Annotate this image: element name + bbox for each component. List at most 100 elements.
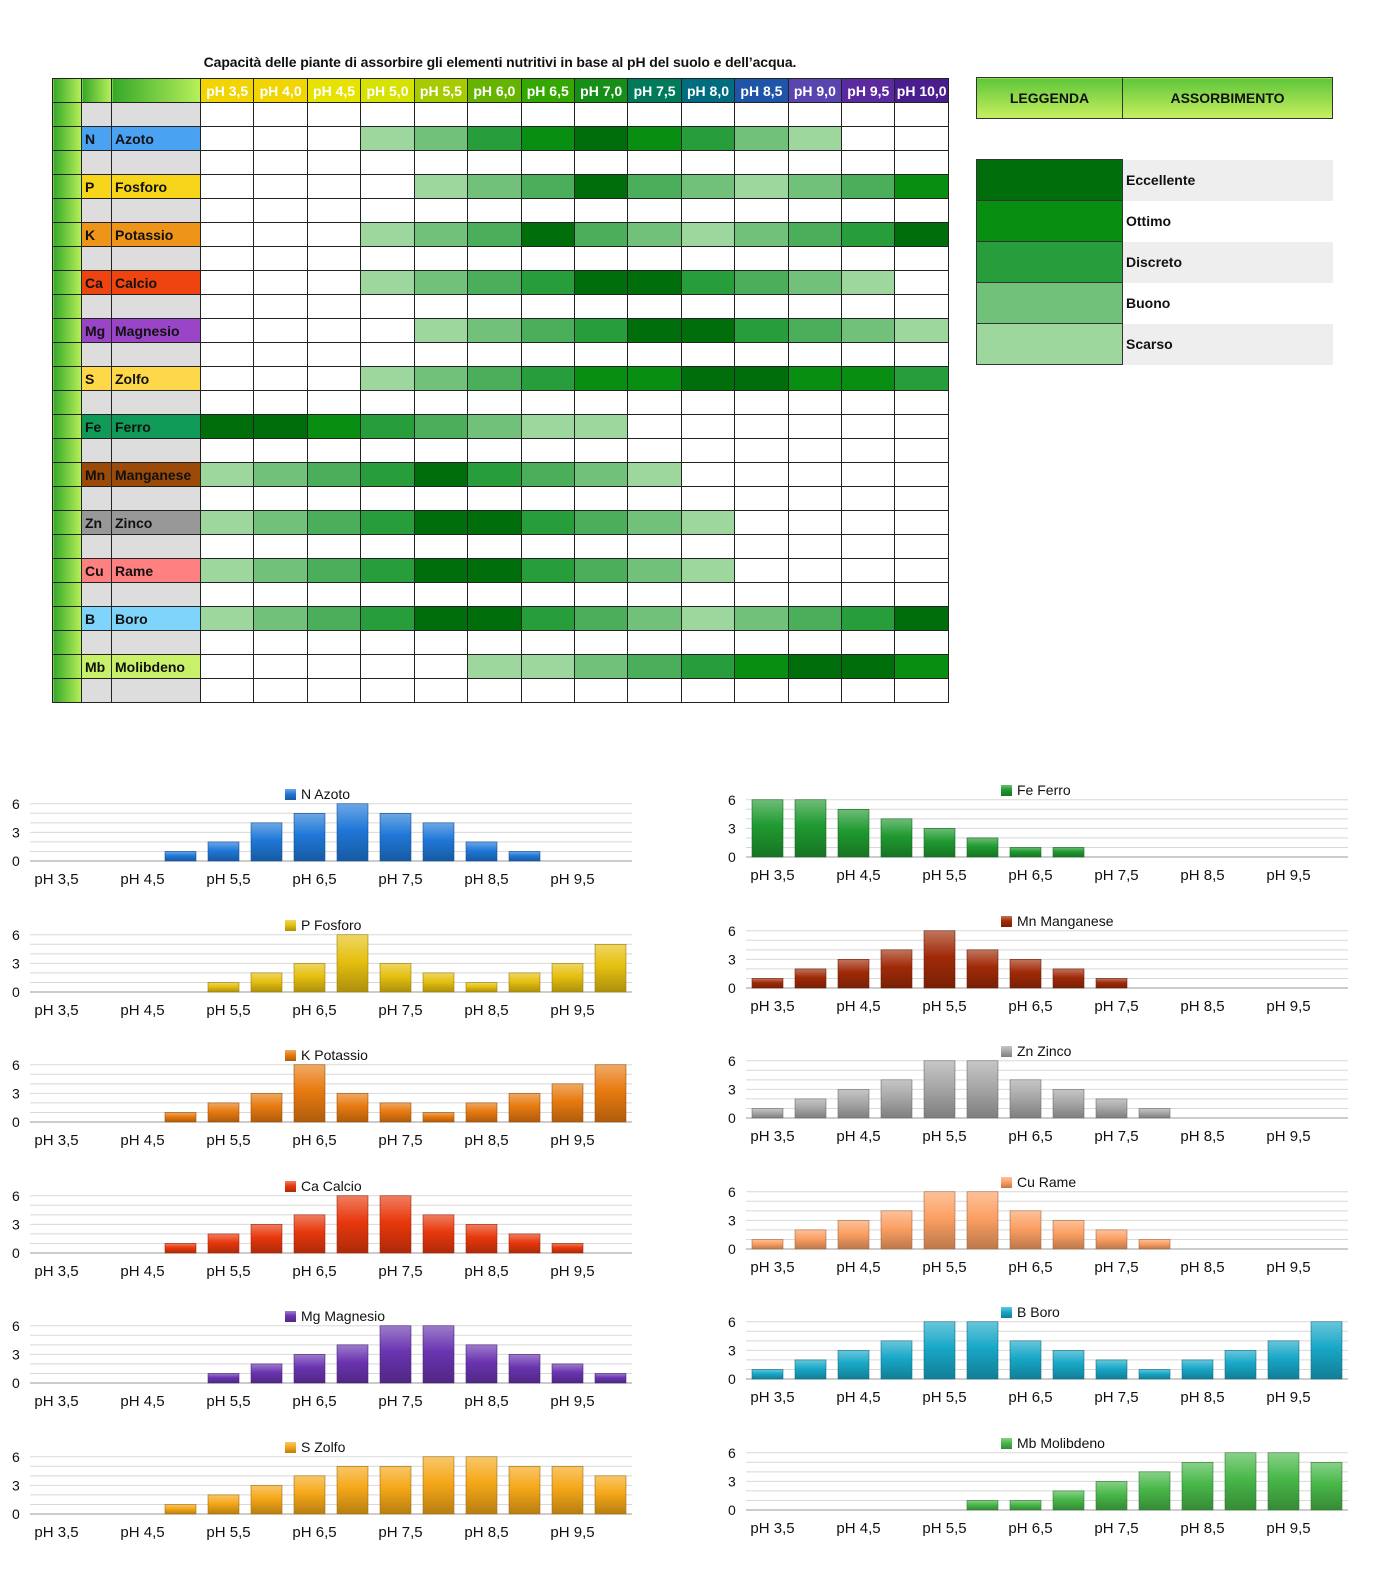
bar [551,1083,584,1123]
level-cell [360,462,415,487]
bar [923,929,956,988]
level-cell [787,654,843,679]
empty-cell [680,630,736,655]
bar [794,968,827,988]
x-tick-label: pH 3,5 [34,1132,78,1149]
spacer-cell [81,438,112,463]
element-name: Zolfo [111,366,201,391]
empty-cell [467,294,522,319]
empty-cell [413,678,469,703]
level-cell [520,222,575,247]
element-row: Mg Magnesio [52,318,949,343]
level-cell [360,414,415,439]
empty-cell [413,438,469,463]
empty-cell [306,390,362,415]
level-cell [467,318,522,343]
empty-cell [680,486,736,511]
bar [923,828,956,858]
empty-cell [360,534,415,559]
level-cell [680,654,736,679]
ph-header: pH 9,5 [841,78,896,103]
empty-cell [199,150,255,175]
legend-swatch [1001,1307,1012,1318]
y-tick-label: 0 [12,1375,20,1391]
empty-cell [253,246,308,271]
level-cell [413,270,469,295]
y-tick-label: 6 [728,1444,736,1460]
bar [751,1238,784,1249]
empty-cell [894,102,949,127]
empty-cell [734,486,789,511]
bar [551,1242,584,1253]
bar [508,1465,541,1514]
empty-cell [734,582,789,607]
spacer-cell [111,342,201,367]
element-row: Mb Molibdeno [52,654,949,679]
level-cell [467,654,522,679]
level-cell [841,654,896,679]
bar [1138,1471,1171,1510]
empty-cell [413,534,469,559]
empty-cell [841,246,896,271]
legend-label: Mb Molibdeno [1017,1435,1105,1451]
x-tick-label: pH 4,5 [836,998,880,1015]
empty-cell [306,294,362,319]
level-cell [841,222,896,247]
bar [551,1465,584,1514]
spacer-row [52,486,949,511]
element-symbol: B [81,606,112,631]
x-tick-label: pH 6,5 [1008,1520,1052,1537]
spacer-cell [111,630,201,655]
ph-header: pH 10,0 [894,78,949,103]
row-gradient-cell [52,582,82,607]
empty-cell [360,342,415,367]
legend-swatch [976,200,1123,242]
header-gradient-cell [111,78,201,103]
level-cell [573,366,629,391]
level-cell [467,606,522,631]
empty-cell [199,294,255,319]
bar-chart-7: 0 3 6 pH 3,5 pH 4,5 pH 5,5 pH 6,5 pH 7,5 pH 8,5 p… [716,911,1356,1023]
level-cell [680,222,736,247]
empty-cell [680,438,736,463]
level-cell [360,126,415,151]
legend-swatch [1001,1176,1012,1188]
bar [1009,1340,1042,1380]
level-cell [627,558,682,583]
empty-cell [467,486,522,511]
level-cell [199,606,255,631]
legend-label: Fe Ferro [1017,782,1071,798]
bar-chart-5: 0 3 6 pH 3,5 pH 4,5 pH 5,5 pH 6,5 pH 7,5 pH 8,5 p… [0,1437,640,1549]
bar-chart-svg: 0 3 6 pH 3,5 pH 4,5 pH 5,5 pH 6,5 pH 7,5 pH 8,5 p… [728,1435,1348,1537]
empty-cell [520,342,575,367]
legend-label: K Potassio [301,1047,368,1063]
level-cell [680,558,736,583]
empty-cell [841,630,896,655]
level-cell [894,510,949,535]
x-tick-label: pH 3,5 [34,1393,78,1410]
bar [379,1102,412,1123]
spacer-cell [111,534,201,559]
empty-cell [734,678,789,703]
spacer-cell [111,678,201,703]
empty-cell [413,390,469,415]
y-tick-label: 6 [12,796,20,812]
empty-cell [520,630,575,655]
y-tick-label: 3 [728,1081,736,1097]
level-cell [413,366,469,391]
empty-cell [467,390,522,415]
empty-cell [360,630,415,655]
bar-chart-11: 0 3 6 pH 3,5 pH 4,5 pH 5,5 pH 6,5 pH 7,5 pH 8,5 p… [716,1433,1356,1545]
level-cell [573,558,629,583]
level-cell [627,270,682,295]
level-cell [680,318,736,343]
legend-swatch [1001,1046,1012,1057]
level-cell [894,222,949,247]
row-gradient-cell [52,198,82,223]
x-tick-label: pH 9,5 [1266,1259,1310,1276]
ph-header: pH 5,5 [413,78,469,103]
element-name: Ferro [111,414,201,439]
level-cell [306,318,362,343]
bar [966,837,999,858]
level-cell [360,558,415,583]
